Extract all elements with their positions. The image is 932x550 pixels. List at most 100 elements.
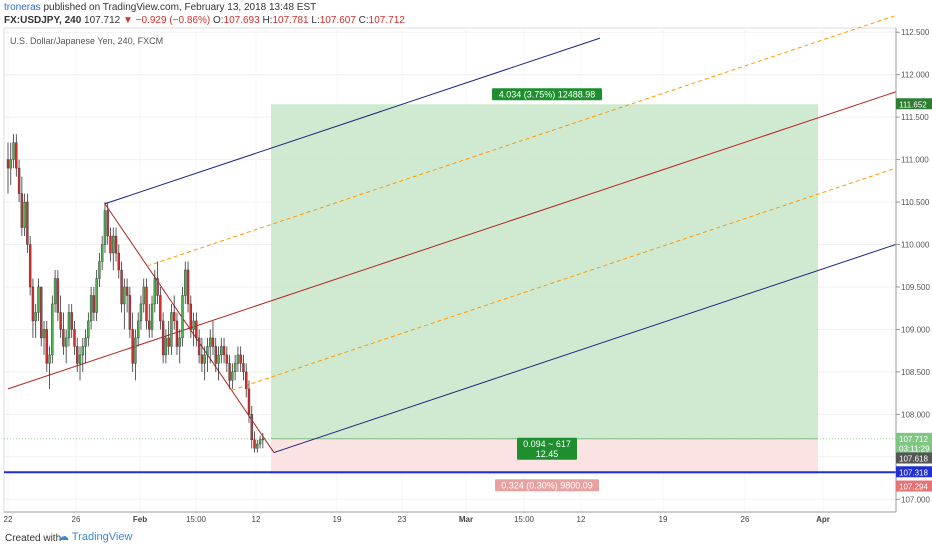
candle-body: [192, 320, 195, 330]
candle-body: [134, 337, 137, 364]
candle-body: [239, 354, 242, 364]
candle-body: [170, 312, 173, 347]
open-label: O:: [212, 15, 224, 26]
chart-header: troneras published on TradingView.com, F…: [0, 0, 932, 28]
candle-body: [76, 346, 79, 364]
candle-body: [261, 438, 265, 441]
pitchfork-inner-line: [147, 14, 897, 267]
position-zones: [4, 104, 896, 475]
chart-title: U.S. Dollar/Japanese Yen, 240, FXCM: [10, 36, 163, 46]
candle-body: [73, 329, 76, 347]
candle-body: [242, 363, 245, 373]
candle-body: [42, 329, 46, 339]
y-tick-label: 110.500: [901, 198, 930, 207]
candle-body: [178, 337, 181, 347]
candle-body: [148, 320, 151, 330]
candle-body: [62, 329, 65, 347]
pitchfork-inner-line: [231, 167, 897, 391]
price-badge-bg: [896, 452, 932, 464]
x-tick-label: 26: [741, 515, 750, 524]
candle-body: [256, 443, 259, 449]
candle-body: [109, 235, 112, 254]
candle-body: [120, 269, 123, 305]
qty-label-bg: [517, 447, 577, 460]
candle-body: [56, 278, 60, 313]
y-tick-label: 112.500: [901, 28, 930, 37]
candle-body: [197, 337, 201, 356]
y-tick-label: 111.000: [901, 156, 929, 165]
y-tick-label: 107.000: [901, 495, 930, 504]
candle-body: [98, 261, 101, 279]
pitchfork: [7, 14, 897, 454]
candle-body: [236, 354, 240, 364]
candle-body: [48, 354, 51, 364]
high-value: 107.781: [272, 15, 309, 26]
candle-body: [217, 354, 220, 364]
y-tick-label: 109.000: [901, 325, 930, 334]
candle-body: [200, 354, 204, 364]
price-badge-bg: [896, 98, 932, 110]
candles: [6, 134, 265, 453]
symbol-line: FX:USDJPY, 240 107.712 ▼ −0.929 (−0.86%)…: [4, 15, 405, 26]
price-badge: 03:11:29: [896, 442, 932, 454]
candle-body: [64, 337, 68, 347]
author-link[interactable]: troneras: [4, 2, 41, 13]
tradingview-logo-icon[interactable]: ☁ TradingView: [58, 531, 133, 543]
symbol-label: FX:USDJPY, 240: [4, 15, 82, 26]
candle-body: [258, 439, 262, 445]
candle-body: [100, 244, 104, 262]
target-label-text: 4.034 (3.75%) 12488.98: [499, 89, 596, 99]
pitchfork-median-line: [7, 91, 897, 390]
candle-body: [37, 286, 40, 313]
candle-body: [128, 295, 132, 330]
candle-body: [225, 354, 229, 364]
y-tick-label: 110.000: [901, 241, 930, 250]
candle-body: [211, 337, 215, 347]
price-badge-text: 107.318: [899, 468, 928, 477]
candle-body: [6, 159, 10, 169]
target-zone: [271, 104, 818, 439]
candle-body: [181, 295, 184, 339]
close-label: C:: [358, 15, 369, 26]
candle-body: [106, 210, 109, 237]
candle-body: [53, 278, 57, 305]
candle-body: [9, 159, 12, 169]
candle-body: [59, 312, 62, 330]
candle-body: [84, 337, 87, 347]
publish-line: troneras published on TradingView.com, F…: [4, 2, 316, 13]
candle-body: [103, 210, 107, 245]
price-badge: 107.618: [896, 452, 932, 464]
candle-body: [247, 388, 251, 415]
candle-body: [136, 320, 140, 339]
candle-body: [159, 295, 162, 322]
x-tick-label: 23: [398, 515, 407, 524]
candle-body: [20, 193, 24, 228]
price-badge: 107.294: [896, 480, 932, 492]
candle-body: [161, 320, 165, 356]
candle-body: [114, 235, 118, 254]
entry-label-text: 0.094 ~ 617: [523, 439, 571, 449]
candle-body: [245, 371, 248, 390]
price-badge: 111.652: [896, 98, 932, 110]
candle-body: [153, 278, 157, 305]
open-value: 107.693: [223, 15, 260, 26]
x-tick-label: 26: [72, 515, 81, 524]
created-with-text: Created with: [5, 533, 62, 544]
stop-label: 0.324 (0.30%) 9800.09: [495, 479, 599, 492]
footer: Created with ☁ TradingView: [0, 526, 932, 550]
candle-body: [189, 303, 193, 330]
price-badge: 107.318: [896, 466, 932, 478]
x-tick-label: 19: [333, 515, 342, 524]
candle-body: [15, 142, 18, 169]
x-tick-label: 19: [659, 515, 668, 524]
x-tick-label: 22: [4, 515, 13, 524]
x-tick-label: 12: [252, 515, 261, 524]
candle-body: [92, 295, 96, 313]
price-badge-bg: [896, 466, 932, 478]
candle-body: [222, 346, 226, 356]
candle-body: [31, 286, 35, 322]
low-label: L:: [311, 15, 320, 26]
candle-body: [117, 252, 121, 271]
